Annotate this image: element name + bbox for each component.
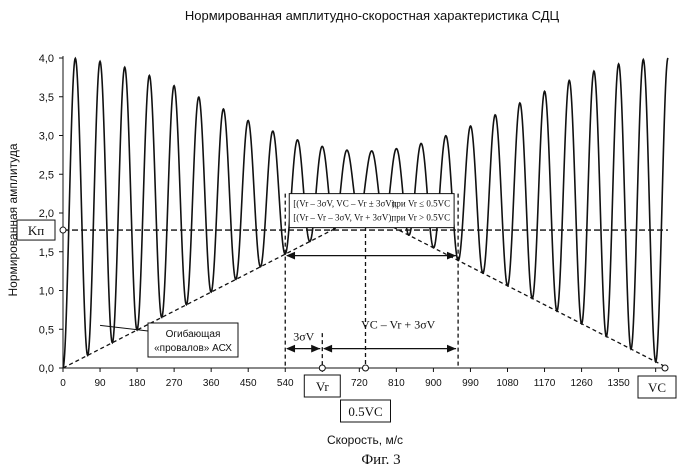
x-tick-label: 720 — [351, 378, 368, 389]
condition-line-2-right: при Vr > 0.5VC — [391, 213, 450, 223]
y-tick-label: 2,5 — [39, 169, 54, 181]
half-vc-label: 0.5VC — [348, 404, 382, 419]
y-tick-label: 1,5 — [39, 247, 54, 259]
x-tick-label: 990 — [462, 378, 479, 389]
chart-title: Нормированная амплитудно-скоростная хара… — [185, 8, 560, 23]
condition-line-2: [(Vr – Vr – 3σV, Vr + 3σV), — [293, 213, 393, 223]
y-tick-label: 1,0 — [39, 286, 54, 298]
x-tick-label: 1170 — [534, 378, 556, 389]
x-tick-label: 180 — [129, 378, 146, 389]
x-tick-label: 0 — [60, 378, 66, 389]
half-vc-marker — [363, 365, 369, 371]
y-tick-label: 3,0 — [39, 131, 54, 143]
vr-label: Vr — [316, 379, 330, 394]
envelope-label-line-1: Огибающая — [166, 328, 221, 340]
condition-line-1-right: при Vr ≤ 0.5VC — [392, 199, 451, 209]
y-ticks: 0,0 0,5 1,0 1,5 2,0 2,5 3,0 3,5 4,0 — [39, 53, 63, 375]
vr-marker — [319, 365, 325, 371]
y-tick-label: 3,5 — [39, 92, 54, 104]
x-tick-label: 1080 — [496, 378, 519, 389]
x-tick-label: 360 — [203, 378, 220, 389]
x-tick-label: 1350 — [607, 378, 630, 389]
y-tick-label: 4,0 — [39, 53, 54, 65]
x-tick-label: 810 — [388, 378, 405, 389]
x-axis-label: Скорость, м/с — [327, 433, 403, 447]
x-tick-label: 450 — [240, 378, 257, 389]
x-tick-label: 90 — [94, 378, 106, 389]
x-tick-label: 900 — [425, 378, 442, 389]
y-tick-label: 0,5 — [39, 324, 54, 336]
condition-line-1: [(Vr – 3σV, VC – Vr ± 3σV), — [293, 199, 397, 209]
kp-label: Kп — [28, 223, 44, 238]
x-tick-label: 540 — [277, 378, 294, 389]
x-tick-label: 270 — [166, 378, 183, 389]
y-tick-label: 0,0 — [39, 363, 54, 375]
kp-marker — [60, 227, 66, 233]
diff-label: VC – Vr + 3σV — [361, 318, 436, 332]
envelope-label-line-2: «провалов» АСХ — [154, 343, 232, 354]
x-tick-label: 1260 — [570, 378, 593, 389]
figure-caption: Фиг. 3 — [361, 452, 400, 468]
sigma-label: 3σV — [293, 330, 314, 344]
y-tick-label: 2,0 — [39, 208, 54, 220]
vc-marker — [662, 365, 668, 371]
vc-label: VC — [648, 380, 666, 395]
x-ticks: 0901802703604505406307208109009901080117… — [60, 368, 667, 389]
